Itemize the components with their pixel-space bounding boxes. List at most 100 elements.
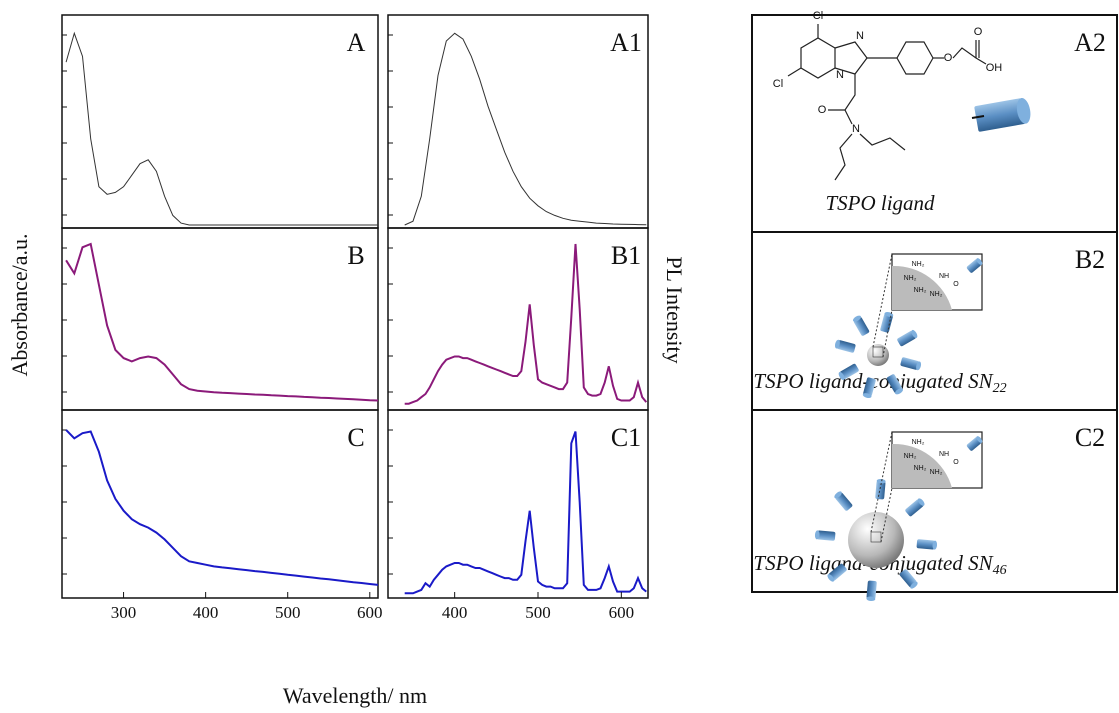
ligand-cylinder <box>974 97 1031 132</box>
ligand-cylinder <box>838 363 859 381</box>
atom-label: NH₂ <box>930 469 943 476</box>
bond <box>844 109 853 125</box>
x-tick-label: 500 <box>525 603 551 622</box>
scheme-label: C2 <box>1075 423 1105 452</box>
nanoparticle <box>848 512 904 568</box>
atom-label: O <box>953 281 959 288</box>
ligand-cylinder <box>834 491 853 511</box>
scheme-label: B2 <box>1075 245 1105 274</box>
ligand-cylinder <box>899 569 918 589</box>
cylinder-cap <box>838 371 845 381</box>
x-tick-label: 600 <box>357 603 383 622</box>
atom-label: NH <box>939 451 949 458</box>
data-line <box>404 243 648 405</box>
panel-frame <box>387 14 649 229</box>
cylinder-cap <box>917 498 925 506</box>
data-line <box>404 32 647 226</box>
scheme-label: A2 <box>1074 28 1106 57</box>
cylinder-cap <box>932 540 938 550</box>
cylinder-body <box>835 492 853 511</box>
cylinder-cap <box>976 436 983 443</box>
zoom-box <box>870 531 882 543</box>
cylinder-cap <box>976 258 983 265</box>
cylinder-body <box>853 317 870 336</box>
atom-label: N <box>852 123 860 135</box>
ligand-cylinder <box>827 563 847 582</box>
cylinder-cap <box>827 574 835 582</box>
panel-label: A <box>347 28 366 57</box>
bond <box>834 133 853 181</box>
ligand-cylinder <box>814 530 836 541</box>
ligand-cylinder <box>834 339 856 353</box>
ligand-cylinder <box>897 329 918 347</box>
bond <box>896 41 934 75</box>
scheme-caption: TSPO ligand-conjugated SN22 <box>753 369 1006 396</box>
x-tick-label: 600 <box>609 603 635 622</box>
panel-frame <box>61 14 379 229</box>
panel-frame <box>387 409 649 599</box>
cylinder-body <box>866 580 877 600</box>
cylinder-cap <box>866 596 876 602</box>
panel-label: B1 <box>611 241 641 270</box>
cylinder-body <box>840 363 859 380</box>
cylinder-cap <box>1016 97 1031 124</box>
cylinder-cap <box>876 478 886 484</box>
ligand-cylinder <box>966 436 983 451</box>
ligand-cylinder <box>866 580 877 602</box>
x-tick-label: 400 <box>442 603 468 622</box>
atom-label: OH <box>986 62 1003 74</box>
cylinder-body <box>863 377 876 397</box>
atom-label: Cl <box>813 10 823 22</box>
zoom-line <box>880 487 893 543</box>
atom-label: NH₂ <box>912 439 925 446</box>
atom-label: NH₂ <box>904 453 917 460</box>
scheme-panel: A2 TSPO ligand Cl Cl N N O O OH O N <box>751 10 1118 233</box>
cylinder-tip <box>971 115 985 119</box>
atom-label: N <box>836 69 844 81</box>
cylinder-body <box>886 374 903 393</box>
ligand-cylinder <box>862 377 876 399</box>
ligand-cylinder <box>916 539 938 550</box>
ligand-cylinder <box>852 315 870 336</box>
cylinder-body <box>900 357 920 370</box>
atom-label: NH₂ <box>914 465 927 472</box>
cylinder-body <box>916 539 936 550</box>
atom-label: O <box>818 104 827 116</box>
cylinder-cap <box>916 361 922 371</box>
cylinder-cap <box>834 339 840 349</box>
zoom-box <box>872 346 884 358</box>
cylinder-cap <box>911 329 918 339</box>
cylinder-body <box>836 340 856 353</box>
atom-label: NH₂ <box>912 261 925 268</box>
cylinder-cap <box>852 315 862 322</box>
zoom-line <box>870 431 893 533</box>
cylinder-cap <box>814 530 820 540</box>
atom-label: O <box>953 459 959 466</box>
panel-frame <box>61 227 379 411</box>
caption-subscript: 22 <box>993 381 1007 396</box>
zoom-surface <box>892 265 952 310</box>
y-axis-title: Absorbance/a.u. <box>7 234 32 377</box>
ligand-cylinder <box>880 311 894 333</box>
panel-label: C1 <box>611 423 641 452</box>
atom-label: O <box>974 26 983 38</box>
cylinder-body <box>828 563 847 581</box>
ligand-cylinder <box>886 374 904 395</box>
panel-label: B <box>347 241 364 270</box>
bond <box>859 133 906 151</box>
cylinder-body <box>966 437 982 451</box>
bond <box>800 37 836 79</box>
data-line <box>65 429 379 586</box>
atom-label: NH₂ <box>930 291 943 298</box>
nanoparticle <box>867 344 889 366</box>
cylinder-body <box>899 569 917 588</box>
panel-frame <box>61 409 379 599</box>
panel-frame <box>387 227 649 411</box>
zoom-line <box>872 253 893 348</box>
scheme-caption: TSPO ligand <box>825 191 935 215</box>
scheme-frame <box>751 409 1118 593</box>
atom-label: Cl <box>773 78 783 90</box>
cylinder-body <box>974 98 1026 132</box>
